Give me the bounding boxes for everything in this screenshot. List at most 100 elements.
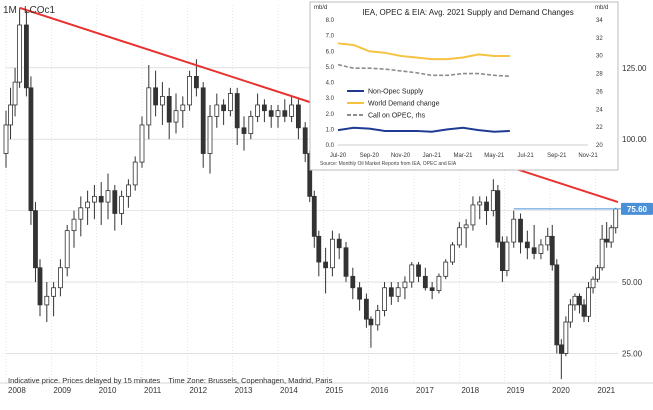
x-tick-label: 2017 bbox=[416, 386, 434, 395]
candle bbox=[329, 230, 335, 277]
inset-right-tick: 32 bbox=[596, 36, 603, 42]
candle bbox=[382, 282, 387, 317]
x-tick-label: 2020 bbox=[552, 386, 570, 395]
inset-x-tick: Sep-21 bbox=[547, 153, 567, 159]
legend-entry: World Demand change bbox=[347, 101, 440, 108]
candle bbox=[207, 104, 213, 174]
candle bbox=[139, 116, 145, 168]
time-axis: 2008 2009 2010 2011 2012 2013 2014 2015 2016 2017… bbox=[0, 382, 653, 395]
candle bbox=[180, 96, 186, 128]
x-tick-label: 2015 bbox=[325, 386, 343, 395]
candle bbox=[58, 259, 63, 297]
candle bbox=[316, 230, 322, 277]
candle bbox=[289, 96, 295, 123]
candle bbox=[375, 304, 381, 331]
candle bbox=[323, 247, 329, 294]
candle bbox=[484, 196, 489, 225]
inset-x-tick: Jan-21 bbox=[423, 153, 442, 159]
legend-label: Call on OPEC, rhs bbox=[368, 113, 426, 120]
inset-left-tick: 5.0 bbox=[326, 65, 335, 71]
inset-right-tick: 24 bbox=[596, 107, 603, 113]
x-tick-label: 2013 bbox=[235, 386, 253, 395]
candle bbox=[282, 99, 288, 123]
candle bbox=[604, 222, 610, 248]
candle bbox=[105, 173, 111, 220]
candle bbox=[504, 236, 510, 277]
inset-right-unit: mb/d bbox=[595, 5, 608, 11]
x-tick-label: 2012 bbox=[189, 386, 207, 395]
x-tick-label: 2016 bbox=[371, 386, 389, 395]
candle bbox=[12, 67, 18, 117]
candle bbox=[311, 190, 317, 248]
candle bbox=[8, 87, 13, 140]
footer-note: Indicative price. Prices delayed by 15 m… bbox=[8, 376, 333, 385]
inset-x-tick: May-21 bbox=[484, 153, 505, 159]
candle bbox=[17, 7, 23, 88]
inset-chart: IEA, OPEC & EIA: Avg. 2021 Supply and De… bbox=[309, 1, 619, 171]
candle bbox=[255, 93, 261, 123]
inset-x-tick: Mar-21 bbox=[453, 153, 473, 159]
candle bbox=[368, 316, 374, 348]
symbol-label[interactable]: LCOc1 bbox=[24, 5, 56, 16]
x-tick-label: 2021 bbox=[597, 386, 615, 395]
candle bbox=[119, 190, 124, 225]
candle bbox=[275, 104, 281, 128]
candle bbox=[422, 267, 428, 291]
candle bbox=[33, 202, 38, 283]
inset-left-tick: 2.0 bbox=[326, 112, 335, 118]
x-tick-label: 2010 bbox=[99, 386, 117, 395]
y-tick-label: 25.00 bbox=[622, 349, 643, 358]
inset-left-tick: 8.0 bbox=[326, 18, 335, 24]
legend-entry: Call on OPEC, rhs bbox=[347, 113, 426, 120]
x-tick-label: 2019 bbox=[507, 386, 525, 395]
inset-right-tick: 20 bbox=[596, 143, 603, 149]
inset-left-tick: 7.0 bbox=[326, 34, 335, 40]
candle bbox=[531, 224, 537, 260]
candle bbox=[511, 210, 517, 248]
candle bbox=[248, 110, 254, 140]
inset-source: Source: Monthly Oil Market Reports from … bbox=[320, 161, 457, 167]
x-tick-label: 2008 bbox=[8, 386, 26, 395]
candle bbox=[92, 184, 97, 220]
candle bbox=[132, 156, 138, 191]
inset-legend: Non-Opec Supply World Demand change Call o… bbox=[347, 89, 440, 120]
candle bbox=[23, 10, 29, 97]
candle bbox=[463, 219, 469, 248]
candle bbox=[302, 122, 308, 163]
candle bbox=[241, 116, 247, 151]
candle bbox=[477, 196, 483, 220]
candle bbox=[221, 99, 227, 125]
candle bbox=[402, 276, 408, 300]
candle bbox=[395, 282, 401, 303]
candle bbox=[234, 87, 240, 145]
candle bbox=[78, 196, 84, 237]
candle bbox=[126, 179, 131, 208]
candle bbox=[554, 259, 560, 354]
interval-label[interactable]: 1M bbox=[3, 5, 17, 16]
candle bbox=[44, 282, 50, 323]
candle bbox=[416, 262, 421, 283]
candle bbox=[586, 282, 591, 323]
candle bbox=[590, 276, 596, 294]
y-tick-label: 125.00 bbox=[622, 64, 647, 73]
candle bbox=[388, 282, 394, 305]
price-tag: 75.60 bbox=[627, 205, 648, 214]
x-tick-label: 2011 bbox=[144, 386, 162, 395]
inset-series-line bbox=[337, 42, 510, 61]
candle bbox=[545, 227, 551, 251]
candle bbox=[363, 293, 369, 328]
candle bbox=[261, 99, 267, 123]
inset-left-tick: 6.0 bbox=[326, 49, 335, 55]
candle bbox=[538, 239, 544, 260]
inset-x-tick: Nov-20 bbox=[391, 153, 411, 159]
inset-x-tick: Jul-21 bbox=[517, 153, 534, 159]
candle bbox=[85, 190, 90, 225]
inset-left-tick: 1.0 bbox=[326, 127, 335, 133]
candle bbox=[200, 82, 206, 168]
inset-series-line bbox=[337, 126, 510, 133]
candle bbox=[577, 293, 582, 314]
candle bbox=[146, 64, 152, 140]
candle bbox=[173, 93, 179, 134]
y-tick-label: 100.00 bbox=[622, 135, 647, 144]
candle bbox=[51, 282, 56, 317]
